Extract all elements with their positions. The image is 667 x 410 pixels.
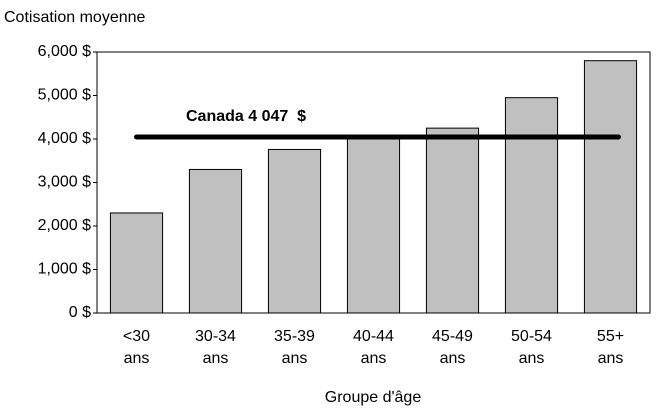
x-axis-label: Groupe d'âge: [325, 389, 422, 406]
x-tick-label: 30-34 ans: [195, 328, 236, 367]
x-tick-label-line: <30: [123, 328, 150, 345]
reference-label: Canada 4 047 $: [186, 108, 306, 125]
x-tick-label: 55+ ans: [597, 328, 624, 367]
bar: [346, 135, 401, 314]
x-tick-label-line: ans: [203, 350, 229, 367]
y-tick-label: 4,000 $: [38, 130, 91, 147]
bar: [583, 60, 638, 314]
x-tick-label: 35-39 ans: [274, 328, 315, 367]
y-tick-label: 3,000 $: [38, 174, 91, 191]
x-tick-label-line: ans: [124, 350, 150, 367]
x-tick-label: <30 ans: [123, 328, 150, 367]
bar: [425, 127, 480, 314]
y-tick-label: 0 $: [69, 304, 91, 321]
x-tick-label-line: 50-54: [511, 328, 552, 345]
x-tick-label: 45-49 ans: [432, 328, 473, 367]
y-tick-label: 5,000 $: [38, 87, 91, 104]
y-tick-label: 6,000 $: [38, 43, 91, 60]
x-tick-label-line: 45-49: [432, 328, 473, 345]
bar: [504, 97, 559, 314]
bar: [188, 168, 243, 314]
bar: [109, 212, 164, 314]
x-tick-label: 50-54 ans: [511, 328, 552, 367]
x-tick-label-line: 35-39: [274, 328, 315, 345]
x-tick-label-line: ans: [519, 350, 545, 367]
x-tick-label-line: ans: [598, 350, 624, 367]
x-tick-label-line: 30-34: [195, 328, 236, 345]
x-tick-label: 40-44 ans: [353, 328, 394, 367]
y-tick-label: 2,000 $: [38, 217, 91, 234]
y-tick-label: 1,000 $: [38, 261, 91, 278]
x-tick-label-line: ans: [361, 350, 387, 367]
y-axis-label: Cotisation moyenne: [4, 9, 146, 26]
x-tick-label-line: ans: [440, 350, 466, 367]
x-tick-label-line: ans: [282, 350, 308, 367]
x-tick-label-line: 40-44: [353, 328, 394, 345]
x-tick-label-line: 55+: [597, 328, 624, 345]
bar: [267, 148, 322, 314]
plot-frame: [96, 51, 651, 314]
